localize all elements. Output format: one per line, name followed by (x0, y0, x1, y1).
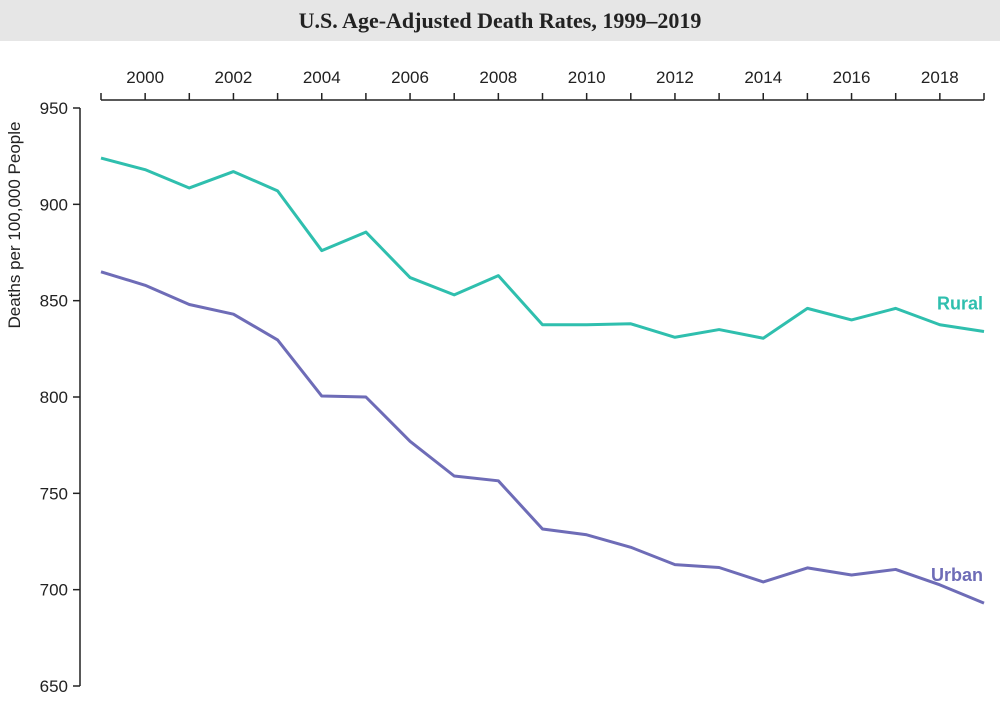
chart-title: U.S. Age-Adjusted Death Rates, 1999–2019 (298, 7, 702, 33)
y-tick-label: 700 (40, 581, 68, 600)
series-line-urban (100, 270, 985, 605)
x-tick-label: 2012 (656, 68, 694, 87)
y-tick-label: 750 (40, 484, 68, 503)
chart-title-bar: U.S. Age-Adjusted Death Rates, 1999–2019 (0, 0, 1000, 41)
x-tick-label: 2016 (833, 68, 871, 87)
x-tick-label: 2000 (126, 68, 164, 87)
x-tick-label: 2018 (921, 68, 959, 87)
series-label-rural: Rural (937, 293, 983, 313)
x-tick-label: 2004 (303, 68, 341, 87)
x-tick-label: 2002 (215, 68, 253, 87)
series-label-urban: Urban (931, 565, 983, 585)
y-tick-label: 850 (40, 292, 68, 311)
y-tick-label: 950 (40, 99, 68, 118)
y-tick-label: 800 (40, 388, 68, 407)
y-axis-label: Deaths per 100,000 People (5, 122, 24, 329)
y-tick-label: 900 (40, 195, 68, 214)
y-tick-label: 650 (40, 677, 68, 696)
x-tick-label: 2014 (744, 68, 782, 87)
x-tick-label: 2008 (479, 68, 517, 87)
series-line-rural (100, 156, 985, 340)
x-tick-label: 2006 (391, 68, 429, 87)
x-tick-label: 2010 (568, 68, 606, 87)
